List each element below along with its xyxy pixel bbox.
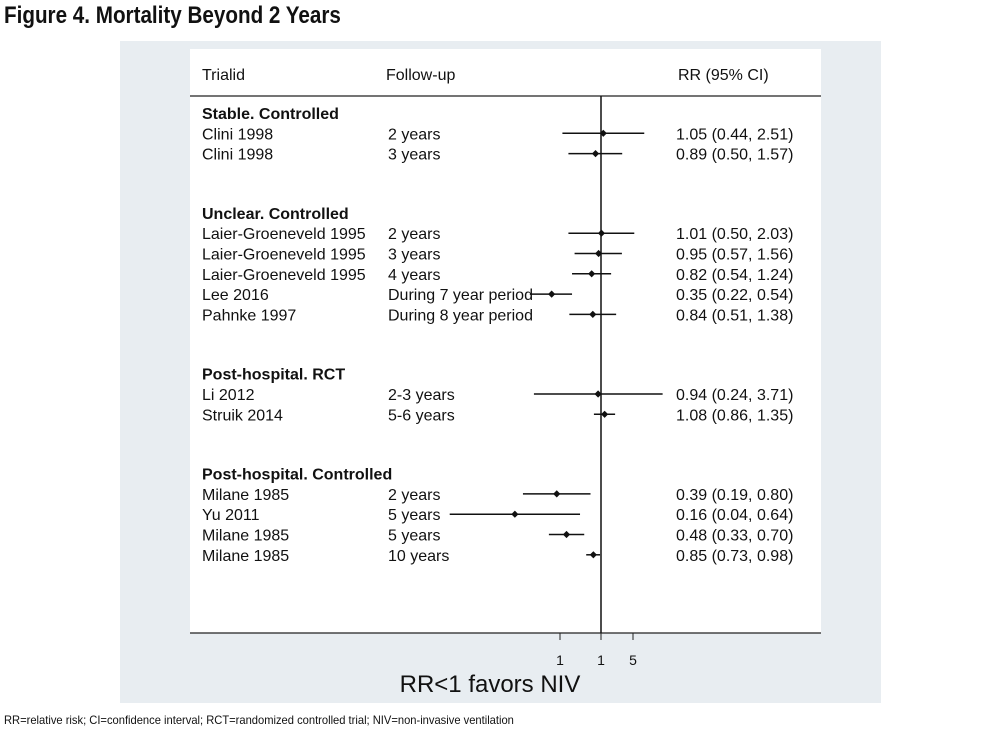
followup-label: During 7 year period bbox=[388, 287, 533, 304]
estimate-label: 0.89 (0.50, 1.57) bbox=[676, 147, 793, 164]
figure-title: Figure 4. Mortality Beyond 2 Years bbox=[4, 2, 341, 29]
point-estimate bbox=[597, 229, 606, 237]
group-label: Unclear. Controlled bbox=[202, 206, 349, 223]
plot-area bbox=[190, 49, 821, 633]
study-label: Milane 1985 bbox=[202, 528, 289, 545]
study-label: Pahnke 1997 bbox=[202, 307, 296, 324]
followup-label: 4 years bbox=[388, 267, 440, 284]
estimate-label: 1.08 (0.86, 1.35) bbox=[676, 407, 793, 424]
followup-label: 5-6 years bbox=[388, 407, 455, 424]
followup-label: 2 years bbox=[388, 226, 440, 243]
study-label: Clini 1998 bbox=[202, 147, 273, 164]
group-label: Stable. Controlled bbox=[202, 106, 339, 123]
followup-label: 5 years bbox=[388, 528, 440, 545]
followup-label: 5 years bbox=[388, 507, 440, 524]
followup-label: 2 years bbox=[388, 487, 440, 504]
study-label: Lee 2016 bbox=[202, 287, 269, 304]
study-label: Laier-Groeneveld 1995 bbox=[202, 247, 366, 264]
point-estimate bbox=[601, 410, 609, 418]
estimate-label: 1.05 (0.44, 2.51) bbox=[676, 126, 793, 143]
estimate-label: 0.48 (0.33, 0.70) bbox=[676, 528, 793, 545]
point-estimate bbox=[594, 249, 603, 258]
point-estimate bbox=[589, 551, 597, 559]
followup-label: 2-3 years bbox=[388, 387, 455, 404]
point-estimate bbox=[553, 490, 561, 498]
estimate-label: 1.01 (0.50, 2.03) bbox=[676, 226, 793, 243]
x-tick-label: 1 bbox=[556, 652, 564, 668]
study-label: Milane 1985 bbox=[202, 487, 289, 504]
point-estimate bbox=[594, 390, 602, 398]
study-label: Struik 2014 bbox=[202, 407, 283, 424]
study-label: Milane 1985 bbox=[202, 548, 289, 565]
point-estimate bbox=[562, 530, 571, 539]
estimate-label: 0.94 (0.24, 3.71) bbox=[676, 387, 793, 404]
point-estimate bbox=[589, 310, 597, 318]
estimate-label: 0.84 (0.51, 1.38) bbox=[676, 307, 793, 324]
estimate-label: 0.82 (0.54, 1.24) bbox=[676, 267, 793, 284]
group-label: Post-hospital. Controlled bbox=[202, 467, 392, 484]
followup-label: 3 years bbox=[388, 147, 440, 164]
study-label: Yu 2011 bbox=[202, 507, 260, 524]
study-label: Laier-Groeneveld 1995 bbox=[202, 267, 366, 284]
estimate-label: 0.35 (0.22, 0.54) bbox=[676, 287, 793, 304]
followup-label: 10 years bbox=[388, 548, 449, 565]
group-label: Post-hospital. RCT bbox=[202, 367, 345, 384]
x-axis-ticks: 1 1 5 bbox=[556, 633, 637, 668]
followup-label: During 8 year period bbox=[388, 307, 533, 324]
x-axis-label: RR<1 favors NIV bbox=[400, 671, 581, 698]
column-header-study: Trialid bbox=[202, 67, 245, 84]
x-tick-label: 5 bbox=[629, 652, 637, 668]
estimate-label: 0.95 (0.57, 1.56) bbox=[676, 247, 793, 264]
estimate-label: 0.85 (0.73, 0.98) bbox=[676, 548, 793, 565]
point-estimate bbox=[599, 129, 607, 137]
column-header-estimate: RR (95% CI) bbox=[678, 67, 769, 84]
followup-label: 3 years bbox=[388, 247, 440, 264]
footnote: RR=relative risk; CI=confidence interval… bbox=[4, 713, 514, 727]
column-header-followup: Follow-up bbox=[386, 67, 455, 84]
point-estimate bbox=[548, 290, 556, 298]
estimate-label: 0.39 (0.19, 0.80) bbox=[676, 487, 793, 504]
study-label: Li 2012 bbox=[202, 387, 255, 404]
point-estimate bbox=[511, 510, 519, 518]
point-estimate bbox=[591, 150, 600, 158]
study-label: Clini 1998 bbox=[202, 126, 273, 143]
study-label: Laier-Groeneveld 1995 bbox=[202, 226, 366, 243]
estimate-label: 0.16 (0.04, 0.64) bbox=[676, 507, 793, 524]
followup-label: 2 years bbox=[388, 126, 440, 143]
forest-rows: Stable. Controlled Clini 1998 2 years 1.05 … bbox=[202, 106, 793, 565]
x-tick-label: 1 bbox=[597, 652, 605, 668]
point-estimate bbox=[588, 270, 596, 278]
